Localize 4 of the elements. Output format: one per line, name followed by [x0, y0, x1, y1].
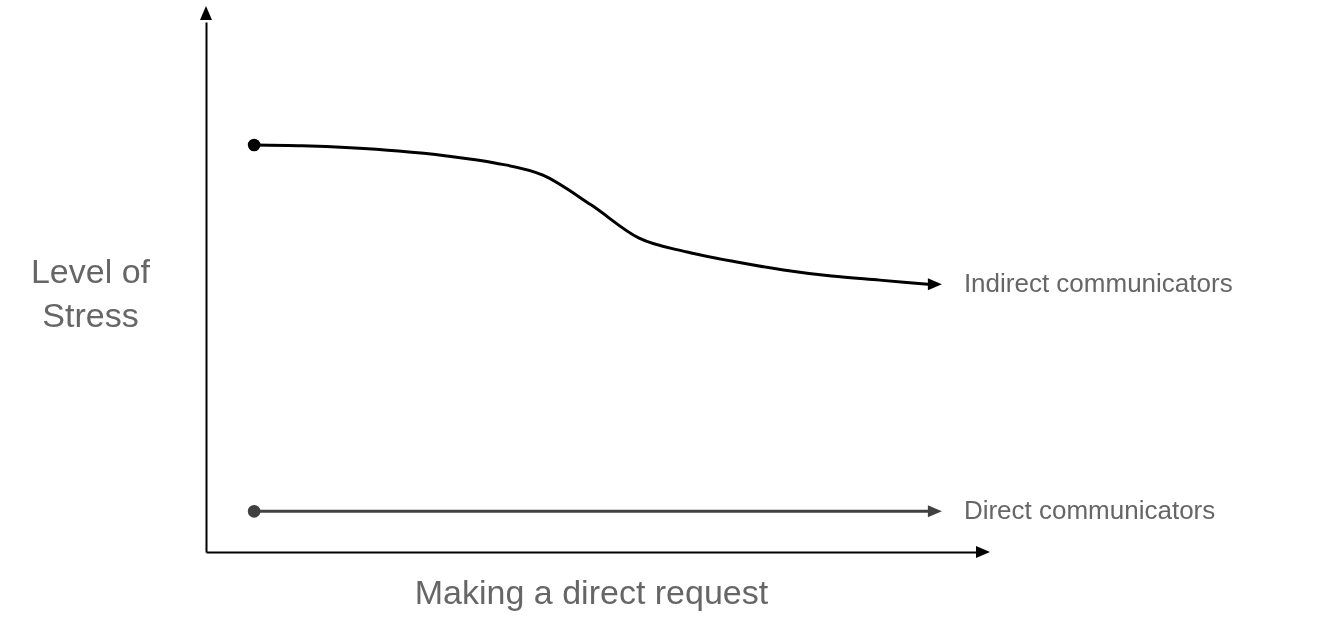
series-label: Direct communicators — [963, 495, 1216, 526]
series-label: Indirect communicators — [963, 268, 1233, 299]
y-axis-title: Level of Stress — [30, 251, 151, 334]
x-axis-title: Making a direct request — [414, 572, 769, 611]
